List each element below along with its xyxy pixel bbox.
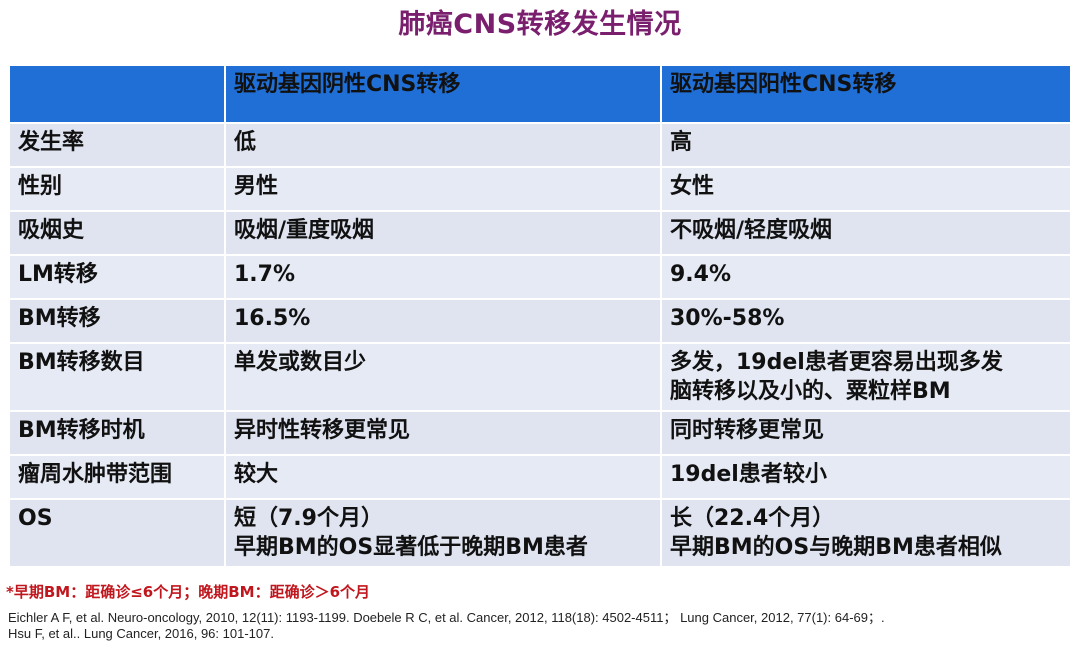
- comparison-table: 驱动基因阴性CNS转移 驱动基因阳性CNS转移 发生率 低 高 性别 男性 女性…: [8, 64, 1072, 568]
- positive-cell: 不吸烟/轻度吸烟: [660, 210, 1072, 256]
- negative-cell: 1.7%: [224, 254, 662, 300]
- page-title: 肺癌CNS转移发生情况: [398, 9, 682, 40]
- positive-cell: 9.4%: [660, 254, 1072, 300]
- negative-cell: 男性: [224, 166, 662, 212]
- row-label: 发生率: [8, 122, 226, 168]
- table-row: 发生率 低 高: [8, 122, 1072, 168]
- footnote: *早期BM：距确诊≤6个月；晚期BM：距确诊＞6个月: [6, 583, 371, 601]
- table-header-row: 驱动基因阴性CNS转移 驱动基因阳性CNS转移: [8, 64, 1072, 124]
- header-blank: [8, 64, 226, 124]
- references: Eichler A F, et al. Neuro-oncology, 2010…: [8, 610, 1070, 642]
- positive-cell: 多发，19del患者更容易出现多发 脑转移以及小的、粟粒样BM: [660, 342, 1072, 412]
- positive-cell: 同时转移更常见: [660, 410, 1072, 456]
- positive-cell: 女性: [660, 166, 1072, 212]
- positive-cell: 30%-58%: [660, 298, 1072, 344]
- reference-line: Hsu F, et al.. Lung Cancer, 2016, 96: 10…: [8, 626, 274, 641]
- negative-cell: 单发或数目少: [224, 342, 662, 412]
- negative-cell: 短（7.9个月） 早期BM的OS显著低于晚期BM患者: [224, 498, 662, 568]
- header-driver-positive: 驱动基因阳性CNS转移: [660, 64, 1072, 124]
- row-label: BM转移数目: [8, 342, 226, 412]
- table-row: OS 短（7.9个月） 早期BM的OS显著低于晚期BM患者 长（22.4个月） …: [8, 498, 1072, 568]
- negative-cell: 较大: [224, 454, 662, 500]
- table-row: 瘤周水肿带范围 较大 19del患者较小: [8, 454, 1072, 500]
- negative-cell: 吸烟/重度吸烟: [224, 210, 662, 256]
- table-row: BM转移数目 单发或数目少 多发，19del患者更容易出现多发 脑转移以及小的、…: [8, 342, 1072, 412]
- negative-cell: 低: [224, 122, 662, 168]
- row-label: LM转移: [8, 254, 226, 300]
- positive-cell: 19del患者较小: [660, 454, 1072, 500]
- row-label: 瘤周水肿带范围: [8, 454, 226, 500]
- row-label: 吸烟史: [8, 210, 226, 256]
- header-driver-negative: 驱动基因阴性CNS转移: [224, 64, 662, 124]
- positive-cell: 高: [660, 122, 1072, 168]
- table-row: BM转移时机 异时性转移更常见 同时转移更常见: [8, 410, 1072, 456]
- reference-line: Eichler A F, et al. Neuro-oncology, 2010…: [8, 610, 885, 625]
- row-label: OS: [8, 498, 226, 568]
- negative-cell: 异时性转移更常见: [224, 410, 662, 456]
- row-label: 性别: [8, 166, 226, 212]
- positive-cell: 长（22.4个月） 早期BM的OS与晚期BM患者相似: [660, 498, 1072, 568]
- table-row: 性别 男性 女性: [8, 166, 1072, 212]
- table-row: 吸烟史 吸烟/重度吸烟 不吸烟/轻度吸烟: [8, 210, 1072, 256]
- negative-cell: 16.5%: [224, 298, 662, 344]
- row-label: BM转移: [8, 298, 226, 344]
- table-row: LM转移 1.7% 9.4%: [8, 254, 1072, 300]
- row-label: BM转移时机: [8, 410, 226, 456]
- table-row: BM转移 16.5% 30%-58%: [8, 298, 1072, 344]
